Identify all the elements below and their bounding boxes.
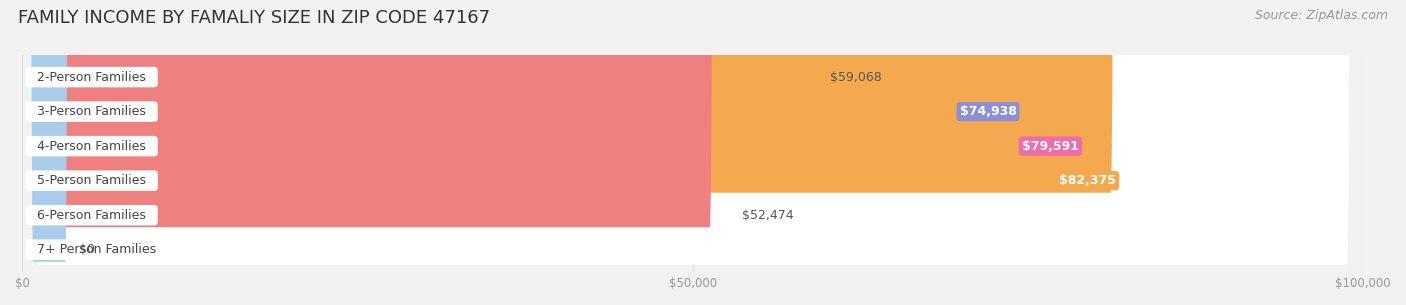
FancyBboxPatch shape bbox=[22, 0, 1364, 161]
FancyBboxPatch shape bbox=[22, 0, 1364, 92]
Text: $79,591: $79,591 bbox=[1022, 140, 1078, 152]
Text: 6-Person Families: 6-Person Families bbox=[30, 209, 155, 222]
FancyBboxPatch shape bbox=[22, 0, 1364, 196]
Text: 4-Person Families: 4-Person Families bbox=[30, 140, 155, 152]
Text: 2-Person Families: 2-Person Families bbox=[30, 70, 155, 84]
Text: Source: ZipAtlas.com: Source: ZipAtlas.com bbox=[1254, 9, 1388, 22]
FancyBboxPatch shape bbox=[22, 0, 1126, 193]
FancyBboxPatch shape bbox=[22, 0, 1364, 265]
Text: $59,068: $59,068 bbox=[831, 70, 882, 84]
Text: $74,938: $74,938 bbox=[959, 105, 1017, 118]
FancyBboxPatch shape bbox=[22, 0, 1364, 230]
FancyBboxPatch shape bbox=[22, 0, 725, 227]
Text: $82,375: $82,375 bbox=[1059, 174, 1116, 187]
Text: 3-Person Families: 3-Person Families bbox=[30, 105, 155, 118]
Text: $52,474: $52,474 bbox=[742, 209, 794, 222]
FancyBboxPatch shape bbox=[22, 0, 1090, 158]
Text: $0: $0 bbox=[79, 243, 94, 256]
Text: 5-Person Families: 5-Person Families bbox=[30, 174, 155, 187]
Text: 7+ Person Families: 7+ Person Families bbox=[30, 243, 165, 256]
FancyBboxPatch shape bbox=[22, 0, 814, 89]
FancyBboxPatch shape bbox=[22, 0, 76, 262]
FancyBboxPatch shape bbox=[22, 0, 1364, 127]
Text: FAMILY INCOME BY FAMALIY SIZE IN ZIP CODE 47167: FAMILY INCOME BY FAMALIY SIZE IN ZIP COD… bbox=[18, 9, 491, 27]
FancyBboxPatch shape bbox=[22, 0, 1028, 124]
